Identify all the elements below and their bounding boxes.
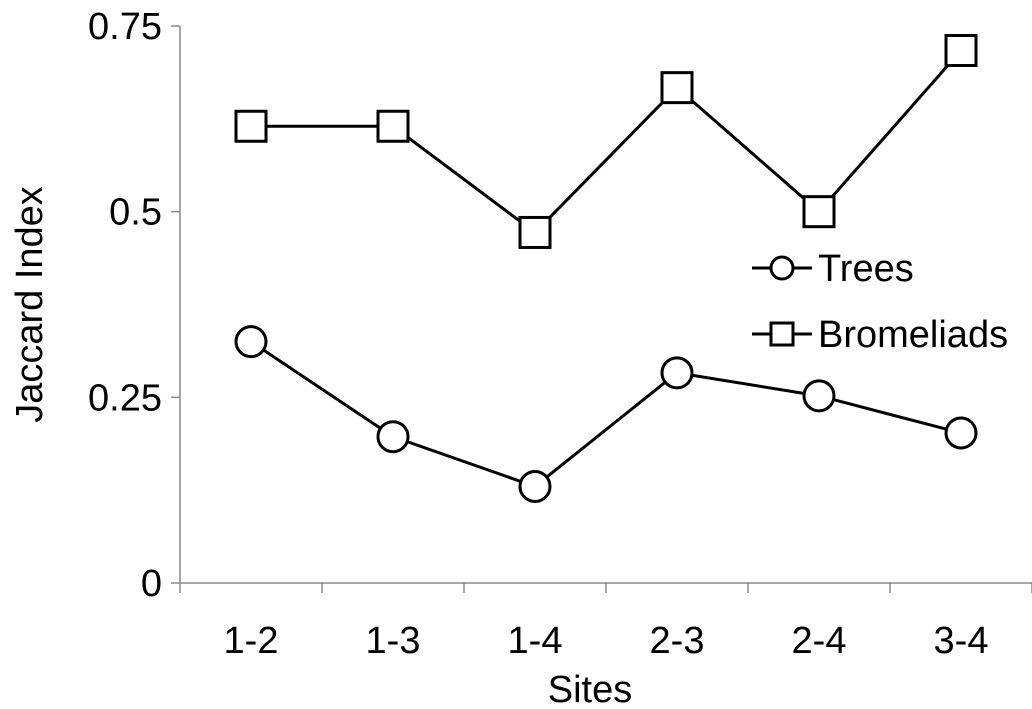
data-point-trees [802, 379, 836, 413]
y-tick-label: 0.25 [88, 377, 162, 419]
data-point-bromeliads [376, 109, 410, 143]
x-tick-label: 1-2 [224, 620, 279, 662]
series-layer [234, 34, 978, 503]
y-tick-label: 0.75 [88, 6, 162, 48]
legend-marker-bromeliads [769, 321, 795, 347]
series-line-bromeliads [251, 49, 963, 235]
series-line-trees [250, 340, 962, 489]
y-axis-title: Jaccard Index [9, 186, 51, 423]
data-point-bromeliads [660, 71, 694, 105]
x-tick-label: 3-4 [934, 620, 989, 662]
data-point-trees [234, 325, 268, 359]
x-tick-label: 2-4 [792, 620, 847, 662]
series-trees [234, 325, 978, 503]
data-point-bromeliads [234, 109, 268, 143]
x-tick-label: 2-3 [650, 620, 705, 662]
axes [179, 26, 1032, 584]
x-ticks: 1-2 1-3 1-4 2-3 2-4 3-4 [179, 583, 1032, 662]
data-point-trees [518, 469, 552, 503]
legend-marker-trees [769, 255, 795, 281]
data-point-trees [944, 416, 978, 450]
series-bromeliads [234, 34, 978, 249]
legend-item-trees: Trees [752, 248, 914, 290]
data-point-trees [376, 420, 410, 454]
data-point-bromeliads [518, 215, 552, 249]
y-ticks: 0 0.25 0.5 0.75 [88, 6, 180, 605]
legend-item-bromeliads: Bromeliads [752, 314, 1008, 356]
y-tick-label: 0.5 [109, 192, 162, 234]
data-point-bromeliads [802, 195, 836, 229]
x-axis-title: Sites [548, 669, 632, 709]
x-tick-label: 1-3 [366, 620, 421, 662]
y-tick-label: 0 [141, 563, 162, 605]
data-point-trees [660, 356, 694, 390]
legend-label-bromeliads: Bromeliads [818, 314, 1008, 356]
data-point-bromeliads [944, 34, 978, 68]
legend: Trees Bromeliads [752, 248, 1008, 356]
legend-label-trees: Trees [818, 248, 914, 290]
x-tick-label: 1-4 [508, 620, 563, 662]
